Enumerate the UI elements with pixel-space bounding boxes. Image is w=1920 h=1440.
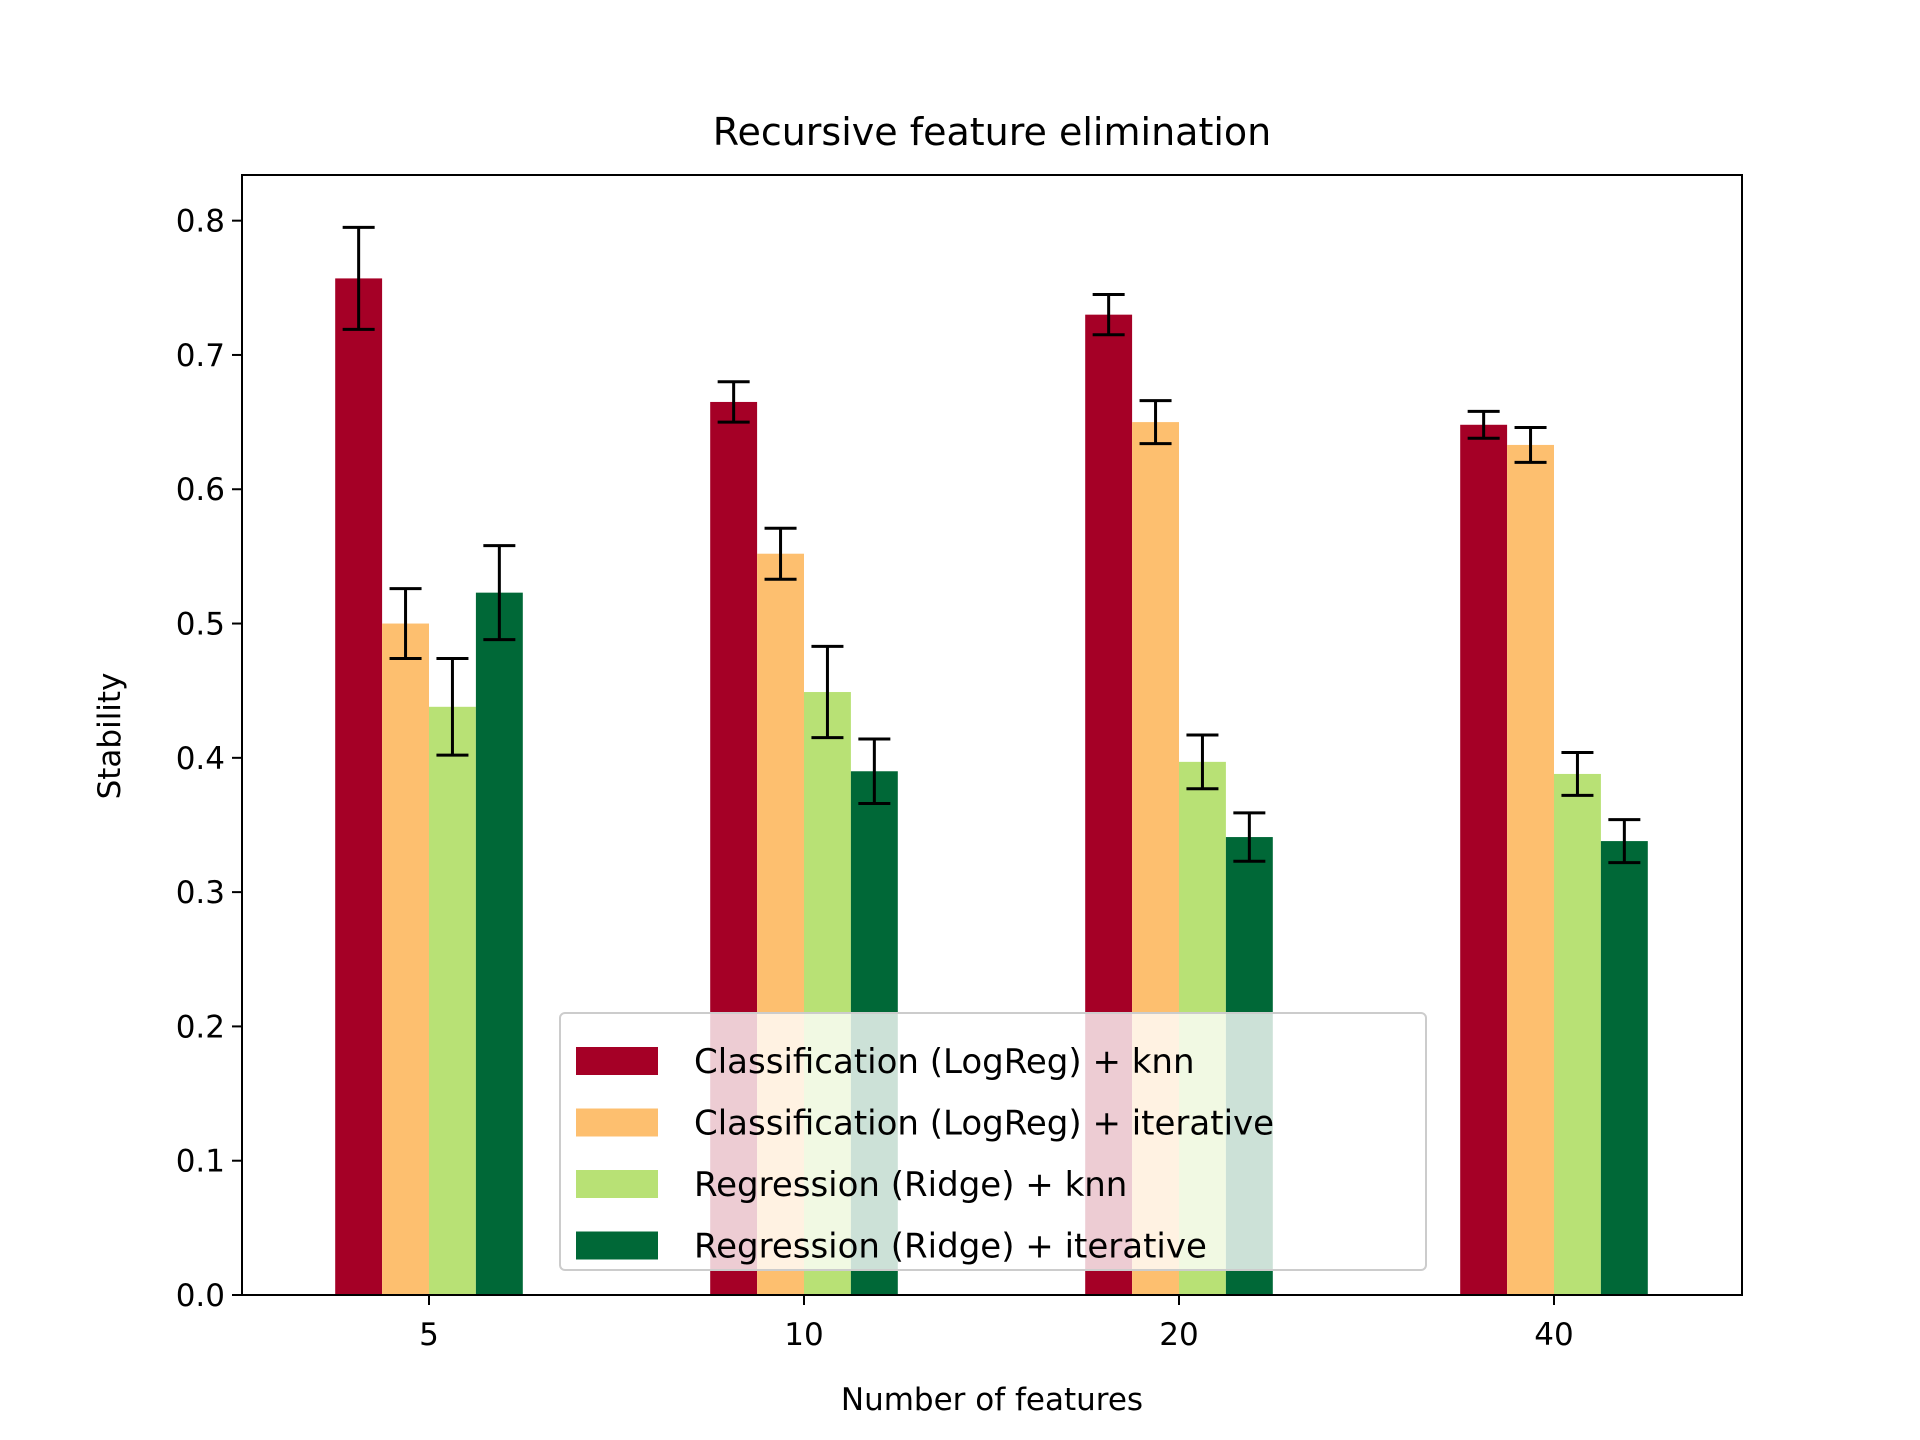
bar-5-series-3 [429,706,476,1295]
y-tick-label: 0.0 [176,1278,225,1314]
y-tick-label: 0.2 [176,1009,225,1045]
legend-box [559,1012,1427,1271]
error-bar-20-series-2 [1139,399,1172,446]
error-bar-40-series-4 [1608,818,1641,865]
bar-5-series-4 [475,592,523,1295]
bar-40-series-1 [1460,424,1508,1295]
error-bars-layer [342,225,1641,865]
legend-swatch-3 [576,1170,658,1198]
bar-40-series-2 [1507,444,1554,1295]
chart-title: Recursive feature elimination [713,110,1271,154]
error-bar-10-series-4 [858,737,891,805]
error-bar-20-series-4 [1233,811,1266,863]
legend: Classification (LogReg) + knn Classificat… [559,1012,1427,1271]
y-tick-label: 0.8 [176,204,225,240]
bar-40-series-3 [1554,773,1601,1295]
x-tick-label: 10 [784,1317,823,1353]
bar-5-series-2 [382,623,429,1295]
error-bar-10-series-1 [717,380,750,424]
axes-layer: 0.0 0.1 0.2 0.3 0.4 0.5 0.6 0.7 0.8 5 10 20 40 [176,174,1743,1353]
y-tick-label: 0.1 [176,1144,225,1180]
bar-40-series-4 [1600,841,1648,1295]
plot-frame [241,174,1743,1296]
y-tick-label: 0.7 [176,338,225,374]
error-bar-40-series-3 [1561,750,1594,797]
y-axis-title: Stability [92,673,128,800]
legend-label-3: Regression (Ridge) + knn [694,1165,1127,1205]
y-tick-label: 0.5 [176,607,225,643]
error-bar-5-series-4 [483,544,516,642]
x-tick-label: 5 [419,1317,439,1353]
legend-swatch-2 [576,1108,658,1137]
error-bar-20-series-3 [1186,733,1219,791]
y-tick-label: 0.3 [176,875,225,911]
error-bar-5-series-3 [436,656,469,757]
error-bar-20-series-1 [1092,293,1125,337]
legend-swatch-1 [576,1047,658,1075]
x-tick-label: 40 [1534,1317,1573,1353]
legend-label-2: Classification (LogReg) + iterative [694,1104,1274,1144]
legend-swatch-4 [576,1231,658,1260]
error-bar-5-series-2 [389,587,422,660]
y-tick-label: 0.4 [176,741,225,777]
x-tick-label: 20 [1159,1317,1198,1353]
error-bar-40-series-1 [1467,409,1500,440]
error-bar-10-series-2 [764,526,797,581]
error-bar-40-series-2 [1514,425,1547,464]
error-bar-10-series-3 [811,644,844,740]
x-axis-title: Number of features [841,1382,1143,1418]
legend-label-4: Regression (Ridge) + iterative [694,1227,1207,1267]
legend-label-1: Classification (LogReg) + knn [694,1042,1195,1082]
error-bar-5-series-1 [342,225,375,331]
y-tick-label: 0.6 [176,472,225,508]
bar-5-series-1 [335,278,383,1295]
